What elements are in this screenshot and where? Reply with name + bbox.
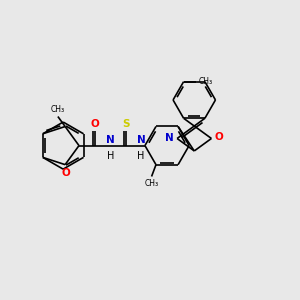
- Text: S: S: [122, 118, 130, 128]
- Text: CH₃: CH₃: [51, 105, 65, 114]
- Text: CH₃: CH₃: [199, 77, 213, 86]
- Text: H: H: [107, 151, 114, 160]
- Text: O: O: [91, 118, 100, 128]
- Text: N: N: [165, 133, 174, 143]
- Text: O: O: [215, 132, 224, 142]
- Text: N: N: [106, 135, 115, 145]
- Text: N: N: [137, 135, 146, 145]
- Text: O: O: [61, 168, 70, 178]
- Text: H: H: [137, 151, 145, 160]
- Text: CH₃: CH₃: [145, 179, 159, 188]
